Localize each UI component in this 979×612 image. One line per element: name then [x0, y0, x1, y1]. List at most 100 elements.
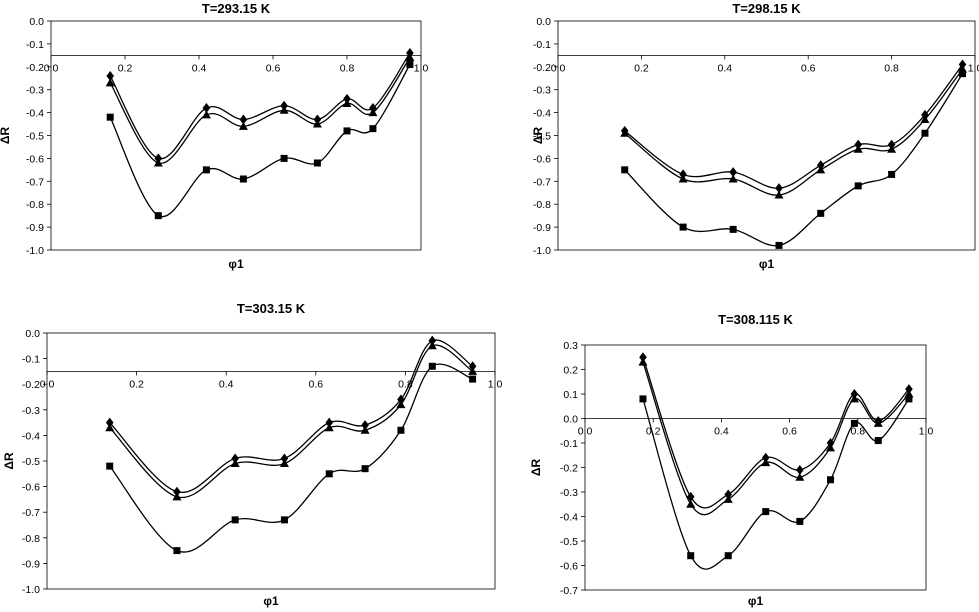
triangle-marker — [920, 114, 930, 123]
triangle-marker — [360, 425, 370, 434]
triangle-marker — [342, 98, 352, 107]
square-marker — [154, 212, 162, 220]
diamond-marker — [202, 103, 211, 114]
square-marker — [406, 61, 414, 69]
series-line — [109, 363, 473, 553]
square-marker — [729, 225, 737, 233]
y-tick-label: -0.3 — [560, 487, 578, 499]
triangle-marker — [849, 394, 859, 403]
diamond-marker — [369, 103, 377, 114]
triangle-marker — [153, 158, 163, 167]
series-line — [624, 64, 964, 189]
triangle-marker — [887, 144, 897, 153]
x-tick-label: 0.8 — [884, 62, 899, 74]
y-tick-label: 0.3 — [563, 340, 578, 352]
chart-panel-4: T=308.115 K0.30.20.10.0-0.1-0.2-0.3-0.4-… — [529, 312, 933, 608]
square-marker — [762, 508, 770, 516]
diamond-marker — [313, 114, 322, 125]
x-tick-label: 0.2 — [634, 62, 649, 74]
x-tick-label: 0.4 — [192, 62, 207, 74]
y-tick-label: 0.1 — [563, 389, 578, 401]
triangle-marker — [795, 472, 805, 481]
series-square — [106, 61, 414, 220]
y-tick-label: -0.2 — [560, 463, 578, 475]
plot-area-border — [584, 344, 927, 591]
x-tick-label: 0.4 — [219, 378, 234, 390]
triangle-marker — [201, 110, 211, 119]
square-marker — [888, 170, 896, 178]
y-tick-label: -0.2 — [22, 379, 40, 391]
square-marker — [280, 516, 288, 524]
x-axis-label: φ1 — [263, 594, 279, 608]
y-tick-label: -0.4 — [533, 108, 551, 120]
square-marker — [397, 426, 405, 434]
diamond-marker — [679, 169, 687, 180]
x-tick-label: 1.0 — [488, 378, 503, 390]
x-tick-label: 1.0 — [414, 62, 429, 74]
y-tick-label: 0.0 — [29, 16, 44, 28]
diamond-marker — [775, 183, 783, 194]
y-tick-label: -0.9 — [533, 222, 551, 234]
x-tick-label: 0.4 — [714, 426, 729, 438]
diamond-marker — [428, 335, 437, 346]
triangle-marker — [774, 190, 784, 199]
triangle-marker — [279, 105, 289, 114]
square-marker — [369, 125, 377, 133]
square-marker — [796, 517, 804, 525]
chart-panel-2: T=298.15 K0.0-0.1-0.2-0.3-0.4-0.5-0.6-0.… — [531, 1, 979, 271]
series-triangle — [638, 357, 914, 516]
y-tick-label: -0.2 — [26, 62, 44, 74]
diamond-marker — [406, 48, 414, 59]
y-tick-label: -0.6 — [560, 561, 578, 573]
diamond-marker — [105, 417, 114, 428]
x-tick-label: 0.0 — [44, 62, 59, 74]
y-tick-label: -0.5 — [533, 131, 551, 143]
diamond-marker — [173, 486, 181, 497]
series-line — [109, 52, 411, 160]
y-tick-label: 0.2 — [563, 365, 578, 377]
series-line — [624, 73, 964, 247]
square-marker — [173, 547, 181, 555]
x-tick-label: 0.8 — [398, 378, 413, 390]
diamond-marker — [639, 352, 647, 363]
series-line — [642, 361, 910, 516]
triangle-marker — [826, 443, 836, 452]
diamond-marker — [325, 417, 334, 428]
diamond-marker — [729, 167, 737, 178]
y-tick-label: -0.7 — [533, 176, 551, 188]
diamond-marker — [905, 384, 913, 395]
triangle-marker — [312, 119, 322, 128]
y-tick-label: -0.4 — [26, 108, 44, 120]
square-marker — [854, 182, 862, 190]
square-marker — [817, 209, 825, 217]
y-tick-label: -0.2 — [533, 62, 551, 74]
y-tick-label: -0.3 — [22, 405, 40, 417]
series-line — [109, 339, 473, 493]
series-square — [621, 70, 966, 249]
y-tick-label: -0.7 — [26, 176, 44, 188]
x-tick-label: 0.2 — [129, 378, 144, 390]
diamond-marker — [468, 361, 477, 372]
diamond-marker — [106, 70, 114, 81]
chart-panel-3: T=303.15 K0.0-0.1-0.2-0.3-0.4-0.5-0.6-0.… — [2, 301, 502, 608]
y-tick-label: -0.6 — [26, 153, 44, 165]
diamond-marker — [343, 93, 351, 104]
series-line — [642, 398, 910, 570]
y-tick-label: -0.8 — [26, 199, 44, 211]
square-marker — [469, 375, 477, 383]
y-tick-label: -0.6 — [533, 153, 551, 165]
diamond-marker — [854, 139, 863, 150]
x-tick-label: 0.4 — [717, 62, 732, 74]
y-tick-label: -0.1 — [26, 39, 44, 51]
square-marker — [621, 166, 629, 174]
chart-title: T=303.15 K — [237, 301, 306, 316]
square-marker — [958, 70, 966, 78]
series-line — [624, 68, 964, 196]
triangle-marker — [105, 423, 115, 432]
diamond-marker — [887, 139, 896, 150]
y-tick-label: -0.1 — [560, 438, 578, 450]
x-tick-label: 0.6 — [801, 62, 816, 74]
x-tick-label: 0.0 — [578, 426, 593, 438]
triangle-marker — [230, 459, 240, 468]
